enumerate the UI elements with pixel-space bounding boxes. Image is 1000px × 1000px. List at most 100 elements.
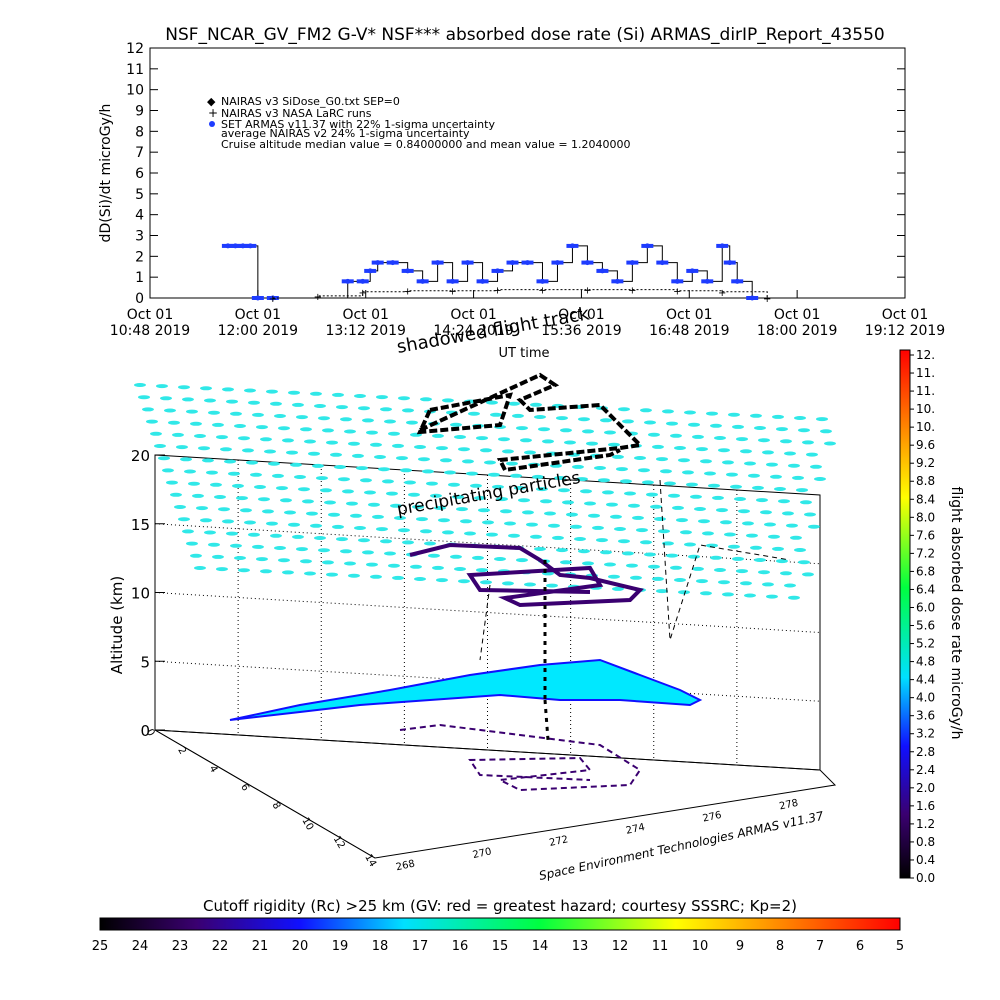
particle-mark [178,385,190,390]
particle-mark [496,497,508,502]
lon-tick-label: 268 [395,859,416,874]
particle-mark [732,556,744,561]
particle-mark [662,541,674,546]
particle-mark [612,454,624,459]
particle-mark [706,411,718,416]
particle-mark [790,535,802,540]
particle-mark [508,401,520,406]
cbar-tick-label: 16 [452,939,469,954]
particle-mark [180,457,192,462]
particle-mark [200,518,212,523]
x-tick-date: Oct 01 [882,307,928,323]
data-point: + [673,287,681,298]
particle-mark [414,445,426,449]
particle-mark [702,531,714,536]
particle-mark [256,425,268,430]
particle-mark [766,594,778,599]
particle-mark [366,562,378,567]
particle-mark [330,452,342,457]
particle-mark [442,530,454,535]
particle-mark [626,563,638,568]
cbar-tick-label: 5.2 [916,637,935,651]
particle-mark [390,503,402,508]
particle-mark [608,442,620,447]
particle-mark [394,516,406,520]
particle-mark [306,511,318,516]
particle-mark [142,407,154,412]
particle-mark [340,549,352,554]
particle-mark [598,478,610,483]
particle-mark [184,469,196,474]
particle-mark [510,473,522,478]
particle-mark [444,470,456,475]
data-point [734,278,740,284]
particle-mark [782,511,794,516]
cbar-tick-label: 13 [572,939,589,954]
cbar-tick-label: 2.4 [916,763,935,777]
particle-mark [542,439,554,444]
particle-mark [158,456,170,461]
z-tick-label: 10 [131,585,150,603]
particle-mark [402,540,414,545]
particle-mark [380,407,392,412]
cbar-tick-label: 23 [172,939,189,954]
particle-mark [324,500,336,505]
particle-mark [472,555,484,560]
particle-mark [416,517,428,522]
particle-mark [376,395,388,400]
particle-mark [186,541,198,546]
particle-mark [670,565,682,570]
lon-tick-label: 274 [625,822,646,837]
particle-mark [650,504,662,509]
cbar-tick-label: 10. [916,420,935,434]
particle-mark [364,490,376,495]
particle-mark [710,555,722,560]
particle-mark [362,418,374,423]
altitude-axis-label: Altitude (km) [108,576,126,674]
particle-mark [432,433,444,438]
particle-mark [722,592,734,597]
particle-mark [730,484,742,489]
particle-mark [594,466,606,470]
data-point [465,260,471,266]
particle-mark [504,521,516,526]
particle-mark [174,505,186,509]
particle-mark [492,484,504,489]
legend-marker-nairas-larc: + [208,106,218,120]
particle-mark [536,487,548,492]
particle-mark [670,433,682,438]
cbar-tick-label: 22 [212,939,229,954]
particle-mark [744,593,756,598]
particle-mark [480,448,492,453]
particle-mark [346,501,358,506]
particle-mark [744,461,756,466]
data-point [495,268,501,274]
particle-mark [432,565,444,570]
particle-mark [718,580,730,585]
particle-mark [720,520,732,525]
particle-mark [138,395,150,400]
data-point [719,243,725,249]
data-point [405,268,411,274]
particle-mark [718,448,730,453]
y-tick-label: 12 [126,41,144,57]
particle-mark [314,404,326,408]
particle-mark [676,518,688,523]
particle-mark [454,567,466,571]
particle-mark [800,500,812,505]
cbar-tick-label: 11. [916,384,935,398]
particle-mark [678,458,690,463]
particle-mark [466,471,478,476]
particle-mark [728,412,740,417]
particle-mark [498,437,510,442]
particle-mark [458,447,470,452]
data-point: + [269,294,277,305]
particle-mark [314,536,326,540]
cbar-tick-label: 5.6 [916,619,935,633]
rigidity-colorbar-ticks: 25 24 23 22 21 20 19 18 17 16 15 14 13 12 11 10 9 8 7 6 5 [92,939,904,954]
particle-mark [188,481,200,486]
particle-mark [234,424,246,428]
particle-mark [248,400,260,405]
particle-mark [604,430,616,435]
